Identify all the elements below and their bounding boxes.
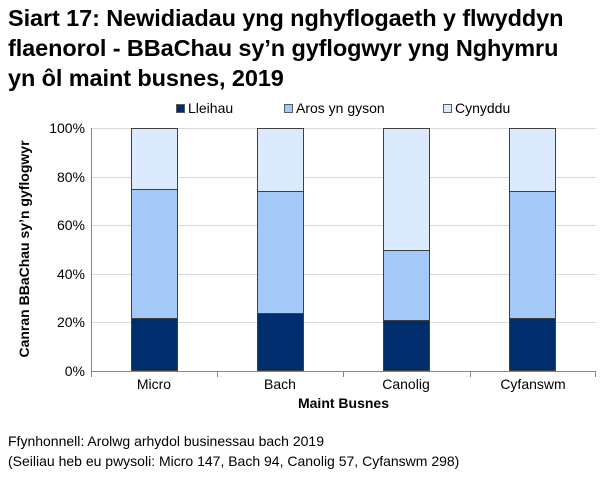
y-tick-label: 80% bbox=[56, 169, 85, 185]
bar-segment-lleihau bbox=[509, 317, 556, 371]
x-axis-title: Maint Busnes bbox=[297, 395, 389, 411]
y-tick-label: 100% bbox=[49, 120, 85, 136]
legend-item-aros-yn-gyson: Aros yn gyson bbox=[284, 100, 385, 116]
bar-bach bbox=[257, 128, 304, 371]
source-note: Ffynhonnell: Arolwg arhydol businessau b… bbox=[8, 431, 459, 471]
chart-title-line-3: yn ôl maint busnes, 2019 bbox=[8, 65, 284, 91]
bar-canolig bbox=[383, 128, 430, 371]
x-tick-label-micro: Micro bbox=[136, 376, 172, 392]
bar-segment-lleihau bbox=[257, 312, 304, 371]
bar-cyfanswm bbox=[509, 128, 556, 371]
legend-swatch-icon bbox=[443, 103, 452, 113]
legend-item-cynyddu: Cynyddu bbox=[443, 100, 510, 116]
x-tick-label-bach: Bach bbox=[264, 376, 296, 392]
y-tick-label: 0% bbox=[64, 363, 85, 379]
x-tick-mark bbox=[470, 371, 471, 377]
gridline bbox=[91, 176, 596, 178]
legend-label: Cynyddu bbox=[455, 100, 511, 116]
x-tick-mark bbox=[595, 371, 596, 377]
gridline bbox=[91, 322, 596, 324]
chart-title-line-1: Siart 17: Newidiadau yng nghyflogaeth y … bbox=[8, 5, 564, 31]
legend-swatch-icon bbox=[176, 103, 185, 113]
bases-note: (Seiliau heb eu pwysoli: Micro 147, Bach… bbox=[8, 453, 460, 469]
x-tick-label-canolig: Canolig bbox=[382, 376, 430, 392]
y-tick-label: 40% bbox=[56, 266, 85, 282]
y-axis-line bbox=[91, 128, 92, 371]
bar-segment-lleihau bbox=[131, 317, 178, 371]
x-tick-mark bbox=[343, 371, 344, 377]
y-tick-label: 20% bbox=[56, 314, 85, 330]
bar-segment-lleihau bbox=[383, 319, 430, 371]
chart-title: Siart 17: Newidiadau yng nghyflogaeth y … bbox=[8, 3, 608, 93]
x-tick-mark bbox=[217, 371, 218, 377]
y-axis-title: Canran BBaChau sy’n gyflogwyr bbox=[16, 140, 32, 358]
bar-segment-aros-yn-gyson bbox=[509, 191, 556, 318]
legend-swatch-icon bbox=[284, 103, 293, 113]
bar-segment-aros-yn-gyson bbox=[131, 188, 178, 318]
x-tick-label-cyfanswm: Cyfanswm bbox=[500, 376, 566, 392]
chart-title-line-2: flaenorol - BBaChau sy’n gyflogwyr yng N… bbox=[8, 35, 559, 61]
bar-micro bbox=[131, 128, 178, 371]
y-tick-label: 60% bbox=[56, 217, 85, 233]
bar-segment-cynyddu bbox=[131, 128, 178, 189]
bar-segment-aros-yn-gyson bbox=[383, 249, 430, 320]
bar-segment-cynyddu bbox=[257, 128, 304, 192]
source-line: Ffynhonnell: Arolwg arhydol businessau b… bbox=[8, 433, 324, 449]
legend-label: Lleihau bbox=[188, 100, 234, 116]
legend-item-lleihau: Lleihau bbox=[176, 100, 233, 116]
gridline bbox=[91, 225, 596, 227]
gridline bbox=[91, 273, 596, 275]
bar-segment-aros-yn-gyson bbox=[257, 191, 304, 313]
x-tick-mark bbox=[91, 371, 92, 377]
chart-legend: Lleihau Aros yn gyson Cynyddu bbox=[0, 100, 615, 118]
plot-area bbox=[91, 128, 596, 377]
gridline bbox=[91, 128, 596, 129]
legend-label: Aros yn gyson bbox=[296, 100, 385, 116]
bar-segment-cynyddu bbox=[383, 128, 430, 250]
bar-segment-cynyddu bbox=[509, 128, 556, 192]
